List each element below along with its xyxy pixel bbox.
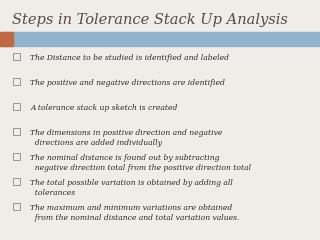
Text: A tolerance stack up sketch is created: A tolerance stack up sketch is created [30, 104, 178, 112]
Bar [13, 153, 20, 160]
Text: The total possible variation is obtained by adding all
  tolerances: The total possible variation is obtained… [30, 179, 233, 197]
Text: Steps in Tolerance Stack Up Analysis: Steps in Tolerance Stack Up Analysis [12, 13, 288, 27]
Bar [13, 53, 20, 60]
Text: The nominal distance is found out by subtracting
  negative direction total from: The nominal distance is found out by sub… [30, 154, 252, 172]
Text: The positive and negative directions are identified: The positive and negative directions are… [30, 79, 225, 87]
Text: The Distance to be studied is identified and labeled: The Distance to be studied is identified… [30, 54, 229, 62]
Text: The maximum and minimum variations are obtained
  from the nominal distance and : The maximum and minimum variations are o… [30, 204, 240, 222]
Bar [0, 32, 13, 46]
Text: The dimensions in positive direction and negative
  directions are added individ: The dimensions in positive direction and… [30, 129, 223, 147]
Bar [0, 32, 320, 46]
Bar [13, 203, 20, 210]
Bar [13, 103, 20, 110]
Bar [13, 178, 20, 185]
Bar [13, 128, 20, 135]
Bar [13, 78, 20, 85]
